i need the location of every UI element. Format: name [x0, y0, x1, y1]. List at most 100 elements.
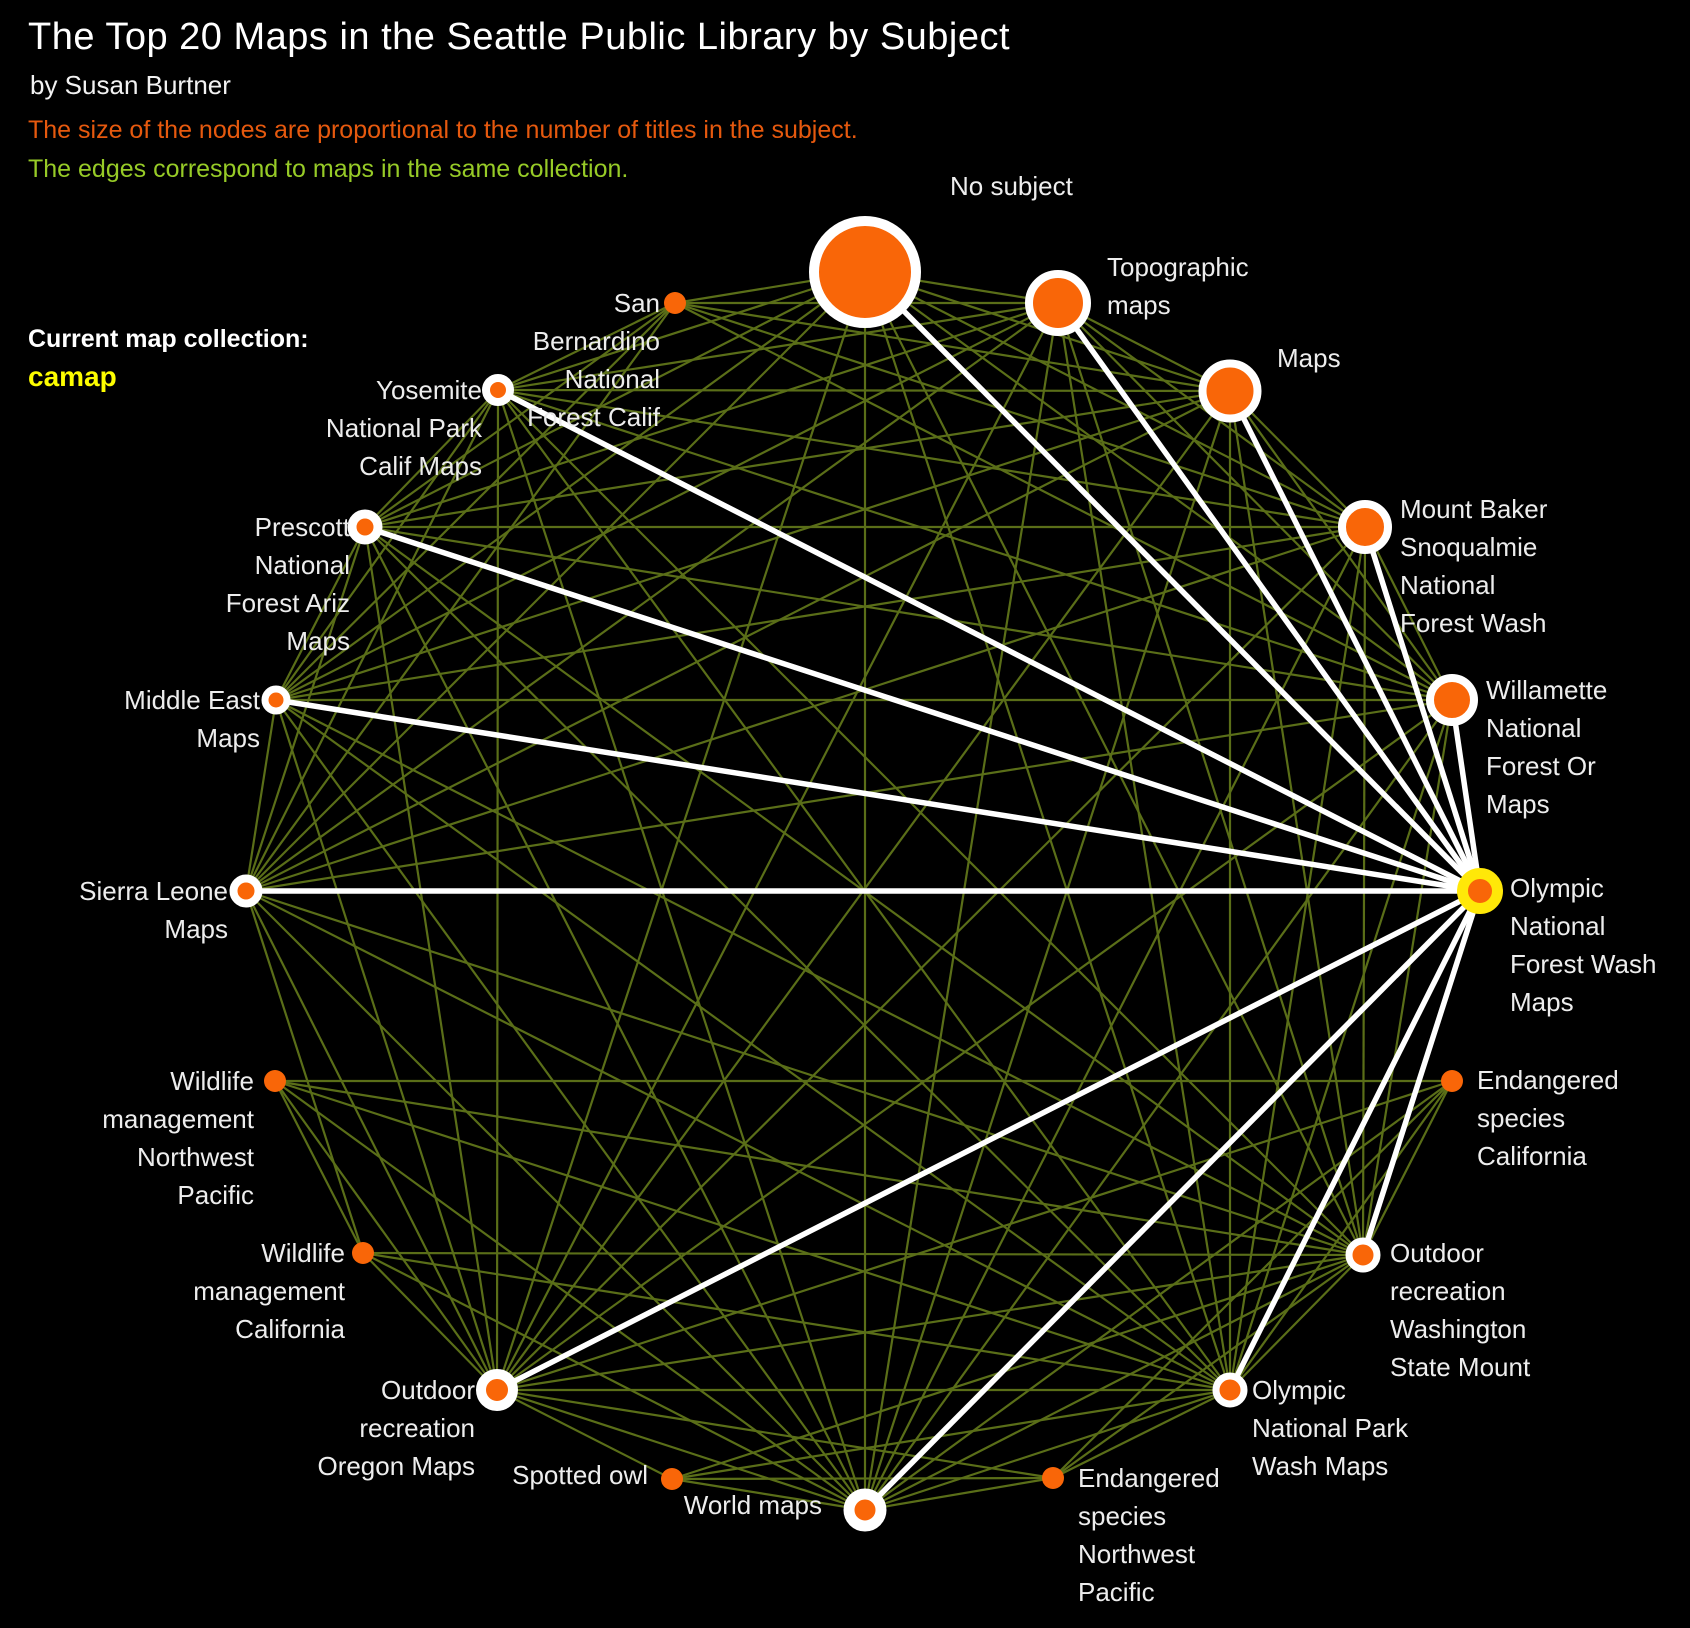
collection-edge — [674, 301, 1231, 393]
collection-edge — [496, 1388, 866, 1512]
node-label-prescott: Prescott National Forest Ariz Maps — [225, 512, 350, 656]
node-willamette[interactable] — [1426, 674, 1478, 726]
collection-edge — [671, 1388, 1231, 1481]
collection-edge — [1364, 526, 1453, 701]
collection-edge — [274, 1079, 1364, 1257]
node-olympic-national-forest[interactable] — [1457, 868, 1503, 914]
collection-edge — [274, 1080, 364, 1254]
collection-edge — [496, 1079, 1453, 1392]
collection-edge — [496, 1389, 673, 1480]
current-collection-label: Current map collection: — [28, 325, 309, 353]
node-label-middle-east-maps: Middle East Maps — [124, 685, 260, 753]
collection-edge — [275, 699, 866, 1511]
collection-edge — [364, 525, 1453, 702]
collection-edge — [275, 302, 1059, 701]
node-sierra-leone-maps[interactable] — [229, 874, 263, 908]
collection-edge — [674, 301, 1366, 529]
collection-edge — [864, 271, 1453, 701]
collection-edge — [497, 388, 1366, 529]
collection-edge — [274, 1080, 498, 1391]
page-title: The Top 20 Maps in the Seattle Public Li… — [28, 16, 1011, 58]
collection-edge — [1056, 302, 1365, 1256]
collection-edge — [275, 526, 366, 701]
node-no-subject[interactable] — [809, 216, 921, 328]
node-endangered-species-northwest[interactable] — [1042, 1467, 1064, 1489]
highlighted-collection-edge — [863, 889, 1482, 1512]
node-wildlife-management-northwest[interactable] — [264, 1070, 286, 1092]
node-outdoor-recreation-washington[interactable] — [1345, 1237, 1381, 1273]
collection-edge — [864, 271, 1366, 528]
collection-edge — [274, 1080, 866, 1511]
node-label-wildlife-management-california: Wildlife management California — [193, 1238, 345, 1344]
node-middle-east-maps[interactable] — [261, 685, 291, 715]
legend-edge-note: The edges correspond to maps in the same… — [28, 155, 629, 183]
node-yosemite[interactable] — [482, 374, 514, 406]
node-label-maps: Maps — [1277, 343, 1341, 373]
highlighted-collection-edge — [1449, 699, 1483, 892]
node-label-wildlife-management-northwest: Wildlife management Northwest Pacific — [102, 1066, 254, 1210]
collection-edge — [364, 389, 1231, 529]
collection-edge — [364, 302, 676, 528]
node-world-maps[interactable] — [843, 1488, 887, 1532]
collection-edge — [1056, 302, 1232, 1391]
collection-edge — [497, 388, 1453, 702]
highlighted-collection-edge — [496, 387, 1482, 894]
node-label-san-bernardino: San Bernardino National Forest Calif — [527, 288, 660, 432]
node-mount-baker-snoqualmie[interactable] — [1338, 500, 1392, 554]
collection-edge — [863, 302, 1060, 1511]
collection-edge — [363, 526, 499, 1391]
node-prescott[interactable] — [347, 509, 383, 545]
node-endangered-species-california[interactable] — [1441, 1070, 1463, 1092]
collection-edge — [364, 526, 1231, 1391]
collection-edge — [274, 699, 499, 1391]
collection-edge — [496, 699, 1453, 1391]
collection-edge — [245, 389, 499, 892]
collection-edge — [496, 526, 1366, 1391]
collection-edge — [245, 271, 866, 892]
node-label-yosemite: Yosemite National Park Calif Maps — [325, 375, 482, 481]
collection-edge — [496, 1253, 1364, 1392]
collection-edge — [1229, 1080, 1453, 1391]
collection-edge — [364, 526, 866, 1511]
collection-edge — [497, 301, 1059, 392]
collection-edge — [496, 1388, 1054, 1480]
highlighted-collection-edge — [1227, 389, 1483, 893]
collection-edge — [671, 1253, 1364, 1481]
node-wildlife-management-california[interactable] — [352, 1242, 374, 1264]
node-label-outdoor-recreation-washington: Outdoor recreation Washington State Mount — [1390, 1238, 1531, 1382]
node-label-outdoor-recreation-oregon: Outdoor recreation Oregon Maps — [317, 1375, 475, 1481]
collection-edge — [497, 389, 1364, 1256]
node-outdoor-recreation-oregon[interactable] — [476, 1369, 518, 1411]
legend-node-size-note: The size of the nodes are proportional t… — [28, 116, 858, 144]
collection-edge — [1228, 526, 1367, 1391]
node-spotted-owl[interactable] — [661, 1468, 683, 1490]
collection-edge — [1229, 1254, 1364, 1391]
collection-edge — [1052, 1254, 1364, 1479]
node-topographic-maps[interactable] — [1025, 270, 1091, 336]
collection-edge — [245, 889, 1364, 1257]
collection-edge — [245, 525, 1366, 893]
current-collection-value[interactable]: camap — [28, 361, 117, 392]
highlighted-collection-edge — [1227, 889, 1483, 1392]
node-label-mount-baker-snoqualmie: Mount Baker Snoqualmie National Forest Wash — [1400, 494, 1548, 638]
collection-edge — [1228, 390, 1365, 1256]
collection-edge — [1052, 1389, 1231, 1479]
collection-edge — [364, 301, 1059, 529]
collection-edge — [362, 1251, 1231, 1392]
node-label-olympic-national-forest: Olympic National Forest Wash Maps — [1510, 873, 1657, 1017]
node-label-no-subject: No subject — [950, 171, 1073, 201]
collection-edge — [1361, 699, 1454, 1256]
node-maps[interactable] — [1198, 359, 1262, 423]
collection-edge — [244, 526, 367, 892]
node-label-sierra-leone-maps: Sierra Leone Maps — [79, 876, 228, 944]
highlighted-collection-edge — [364, 524, 1481, 894]
node-olympic-national-park[interactable] — [1212, 1372, 1248, 1408]
collection-edge — [864, 1080, 1453, 1511]
collection-edge — [364, 389, 499, 528]
node-san-bernardino[interactable] — [664, 292, 686, 314]
highlighted-collection-edge — [1360, 890, 1483, 1256]
collection-edge — [496, 302, 1059, 1391]
collection-edge — [364, 271, 866, 528]
